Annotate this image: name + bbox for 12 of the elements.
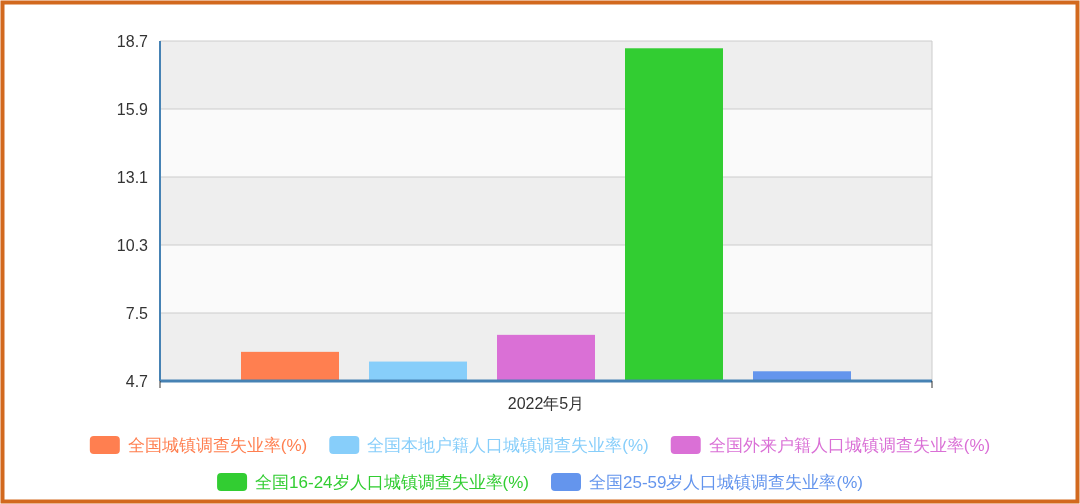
y-tick-label: 7.5	[125, 305, 149, 322]
legend-label: 全国外来户籍人口城镇调查失业率(%)	[708, 436, 991, 455]
legend-label: 全国16-24岁人口城镇调查失业率(%)	[255, 473, 529, 492]
legend-label: 全国25-59岁人口城镇调查失业率(%)	[589, 473, 863, 492]
y-tick-label: 15.9	[116, 101, 149, 118]
y-tick-label: 18.7	[116, 33, 149, 50]
y-tick-label: 13.1	[116, 169, 149, 186]
legend-label: 全国城镇调查失业率(%)	[127, 436, 308, 455]
y-tick-label: 10.3	[116, 237, 149, 254]
x-tick-label: 2022年5月	[507, 395, 585, 412]
y-tick-label: 4.7	[125, 373, 149, 390]
legend-label: 全国本地户籍人口城镇调查失业率(%)	[367, 436, 649, 455]
